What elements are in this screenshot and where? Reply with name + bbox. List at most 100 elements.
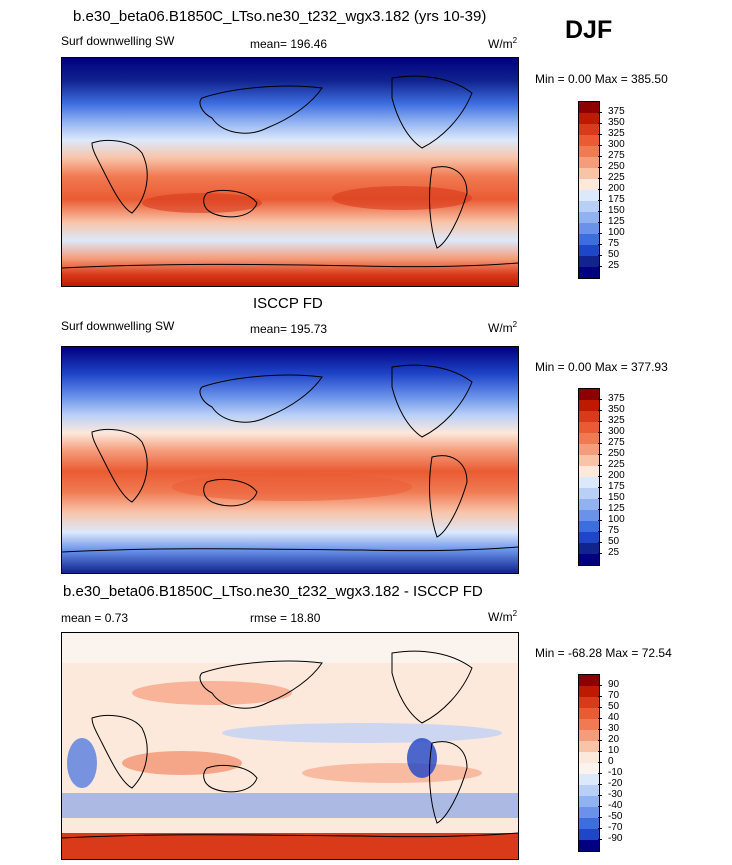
colorbar-tick-mark [598, 145, 602, 146]
colorbar-tick-mark [598, 696, 602, 697]
colorbar-tick-label: 175 [608, 481, 625, 492]
panel2-map [61, 346, 519, 574]
panel3-map [61, 632, 519, 860]
colorbar-swatch [579, 554, 599, 565]
colorbar-swatch [579, 444, 599, 455]
colorbar-swatch [579, 488, 599, 499]
panel1-coastlines [62, 75, 518, 269]
colorbar-tick-label: 150 [608, 205, 625, 216]
colorbar-swatch [579, 466, 599, 477]
colorbar-tick-mark [598, 432, 602, 433]
colorbar-tick-label: -40 [608, 800, 623, 811]
colorbar-swatch [579, 708, 599, 719]
colorbar-tick-mark [598, 399, 602, 400]
colorbar-tick-mark [598, 410, 602, 411]
colorbar-tick-mark [598, 465, 602, 466]
colorbar-tick-mark [598, 476, 602, 477]
colorbar-swatch [579, 190, 599, 201]
panel2-mean: mean= 195.73 [250, 322, 328, 336]
colorbar-tick-mark [598, 806, 602, 807]
colorbar-tick-label: 200 [608, 183, 625, 194]
colorbar-swatch [579, 201, 599, 212]
colorbar-tick-label: 325 [608, 128, 625, 139]
colorbar-tick-label: -70 [608, 822, 623, 833]
colorbar-tick-label: 375 [608, 106, 625, 117]
colorbar-tick-mark [598, 531, 602, 532]
colorbar-tick-mark [598, 729, 602, 730]
colorbar-swatch [579, 510, 599, 521]
colorbar-tick-label: 10 [608, 745, 620, 756]
panel1-variable: Surf downwelling SW [61, 34, 175, 48]
colorbar-swatch [579, 212, 599, 223]
colorbar-tick-mark [598, 189, 602, 190]
colorbar-tick-label: 200 [608, 470, 625, 481]
colorbar-swatch [579, 499, 599, 510]
colorbar-tick-label: 275 [608, 437, 625, 448]
colorbar-swatch [579, 829, 599, 840]
colorbar-tick-mark [598, 211, 602, 212]
colorbar-tick-mark [598, 740, 602, 741]
colorbar-tick-mark [598, 233, 602, 234]
colorbar-tick-mark [598, 839, 602, 840]
colorbar-swatch [579, 719, 599, 730]
colorbar-tick-mark [598, 685, 602, 686]
panel2-coastlines [62, 364, 518, 553]
colorbar-swatch [579, 675, 599, 686]
panel2-variable: Surf downwelling SW [61, 319, 175, 333]
colorbar-swatch [579, 521, 599, 532]
colorbar-tick-mark [598, 156, 602, 157]
colorbar-tick-label: 225 [608, 172, 625, 183]
colorbar-swatch [579, 774, 599, 785]
colorbar-tick-mark [598, 266, 602, 267]
colorbar-tick-mark [598, 762, 602, 763]
panel3-units: W/m2 [488, 609, 518, 624]
colorbar-tick-label: 100 [608, 227, 625, 238]
colorbar-tick-mark [598, 443, 602, 444]
colorbar-swatch [579, 135, 599, 146]
colorbar-swatch [579, 686, 599, 697]
colorbar-swatch [579, 818, 599, 829]
colorbar-tick-label: 250 [608, 448, 625, 459]
colorbar-tick-label: 40 [608, 712, 620, 723]
colorbar-tick-mark [598, 178, 602, 179]
colorbar-tick-mark [598, 454, 602, 455]
colorbar-swatch [579, 223, 599, 234]
colorbar-tick-label: 75 [608, 525, 620, 536]
panel3-title: b.e30_beta06.B1850C_LTso.ne30_t232_wgx3.… [63, 583, 483, 600]
colorbar-swatch [579, 763, 599, 774]
colorbar-tick-mark [598, 200, 602, 201]
colorbar-tick-label: 300 [608, 426, 625, 437]
colorbar-swatch [579, 256, 599, 267]
colorbar-tick-label: -50 [608, 811, 623, 822]
colorbar-tick-label: 150 [608, 492, 625, 503]
panel1-minmax: Min = 0.00 Max = 385.50 [535, 72, 668, 86]
colorbar-swatch [579, 389, 599, 400]
colorbar-swatch [579, 455, 599, 466]
colorbar-swatch [579, 752, 599, 763]
colorbar-tick-label: 30 [608, 723, 620, 734]
colorbar-swatch [579, 477, 599, 488]
colorbar-swatch [579, 840, 599, 851]
colorbar-swatch [579, 234, 599, 245]
panel3-rmse: rmse = 18.80 [250, 611, 321, 625]
season-label: DJF [565, 16, 613, 44]
colorbar-tick-mark [598, 421, 602, 422]
panel1-map [61, 57, 519, 287]
colorbar-tick-label: 20 [608, 734, 620, 745]
colorbar-swatch [579, 267, 599, 278]
panel2-minmax: Min = 0.00 Max = 377.93 [535, 360, 668, 374]
colorbar-tick-mark [598, 167, 602, 168]
colorbar-tick-mark [598, 784, 602, 785]
colorbar-swatch [579, 543, 599, 554]
colorbar-swatch [579, 422, 599, 433]
panel3-map-svg [62, 633, 518, 859]
panel1-units: W/m2 [488, 36, 518, 51]
colorbar-tick-label: 90 [608, 679, 620, 690]
colorbar-tick-mark [598, 707, 602, 708]
panel3-minmax: Min = -68.28 Max = 72.54 [535, 646, 672, 660]
colorbar-tick-label: 70 [608, 690, 620, 701]
colorbar-3 [578, 674, 600, 852]
colorbar-tick-label: 350 [608, 117, 625, 128]
colorbar-tick-mark [598, 112, 602, 113]
colorbar-tick-label: -20 [608, 778, 623, 789]
